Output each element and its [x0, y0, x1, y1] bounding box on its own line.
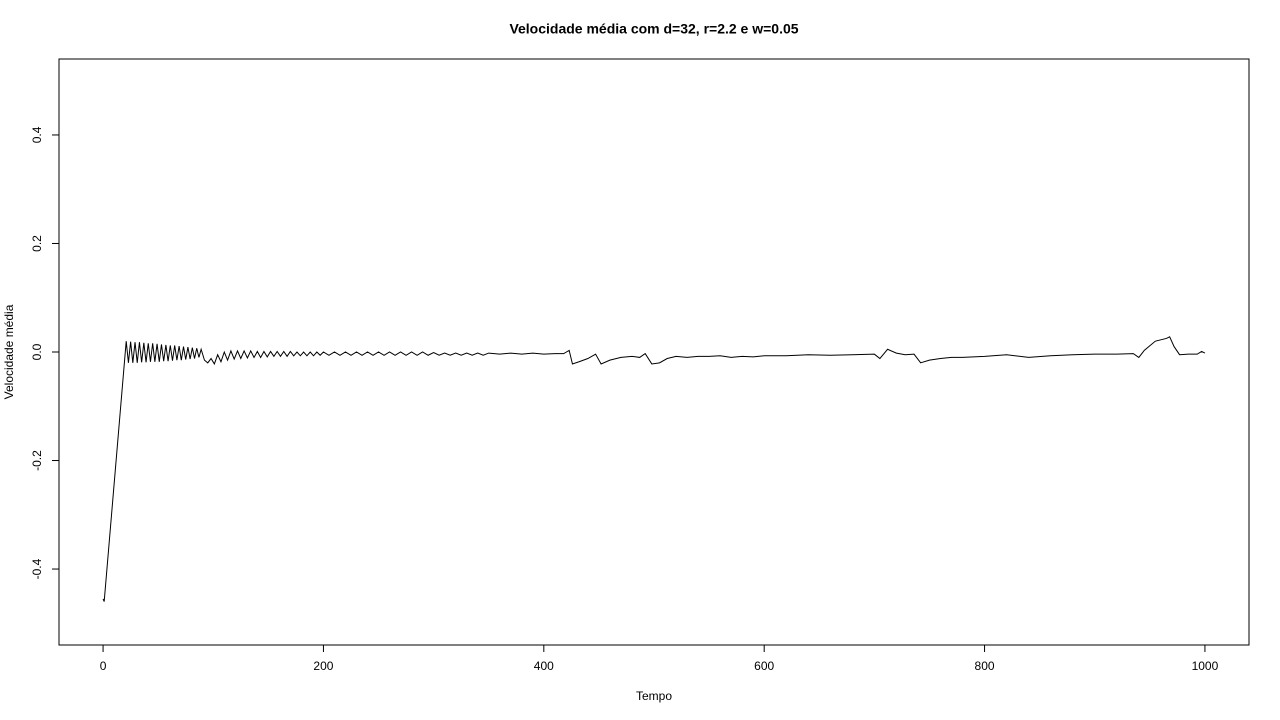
x-tick-label: 800: [975, 659, 995, 673]
x-tick-label: 400: [534, 659, 554, 673]
y-tick-label: 0.2: [30, 235, 44, 252]
y-tick-label: 0.0: [30, 343, 44, 360]
x-tick-label: 600: [754, 659, 774, 673]
x-tick-label: 200: [313, 659, 333, 673]
y-tick-label: -0.4: [30, 558, 44, 579]
x-axis-label: Tempo: [636, 689, 672, 703]
y-axis-label: Velocidade média: [2, 304, 16, 399]
data-line: [102, 336, 1206, 602]
x-tick-label: 1000: [1192, 659, 1219, 673]
x-tick-label: 0: [100, 659, 107, 673]
y-tick-label: -0.2: [30, 450, 44, 471]
chart-title: Velocidade média com d=32, r=2.2 e w=0.0…: [509, 21, 798, 37]
y-tick-label: 0.4: [30, 126, 44, 143]
